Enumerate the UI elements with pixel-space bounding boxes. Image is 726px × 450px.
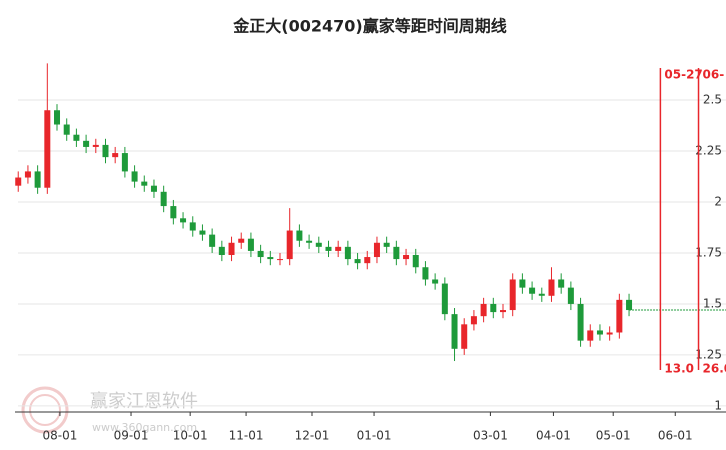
x-tick-label: 09-01 — [114, 429, 149, 443]
candle-body — [616, 299, 623, 333]
y-tick-label: 2 — [714, 194, 722, 208]
candle-body — [490, 303, 497, 313]
y-tick-label: 2.5 — [703, 93, 722, 107]
candle-body — [277, 259, 284, 261]
x-tick-label: 04-01 — [536, 429, 571, 443]
x-tick-label: 06-01 — [658, 429, 693, 443]
candle-body — [626, 299, 633, 311]
x-tick-label: 12-01 — [295, 429, 330, 443]
y-tick-label: 1.75 — [695, 245, 722, 259]
candle-body — [558, 279, 565, 288]
y-tick-label: 1.25 — [695, 347, 722, 361]
candle-body — [199, 230, 206, 235]
candle-body — [500, 310, 507, 313]
candle-body — [121, 153, 128, 172]
candle-body — [315, 242, 322, 247]
candle-body — [15, 177, 22, 186]
candle-body — [306, 240, 313, 243]
candle-body — [267, 257, 274, 260]
candle-body — [54, 110, 61, 125]
x-tick-label: 11-01 — [229, 429, 264, 443]
candle-body — [238, 238, 245, 243]
candle-body — [247, 238, 254, 251]
x-tick-label: 05-01 — [596, 429, 631, 443]
candle-body — [451, 314, 458, 349]
x-tick-label: 03-01 — [473, 429, 508, 443]
chart-title: 金正大(002470)赢家等距时间周期线 — [232, 17, 506, 36]
candle-body — [364, 257, 371, 264]
candle-body — [344, 246, 351, 260]
candle-body — [412, 255, 419, 268]
candle-body — [548, 279, 555, 296]
candle-body — [529, 287, 536, 294]
candle-body — [34, 171, 41, 188]
cycle-date-label: 06- — [703, 68, 725, 82]
candle-body — [92, 144, 99, 147]
candle-body — [519, 279, 526, 288]
candle-body — [538, 293, 545, 296]
candle-body — [422, 267, 429, 280]
cycle-count-label: 26.0 — [703, 362, 726, 376]
candle-body — [296, 230, 303, 241]
candle-body — [150, 185, 157, 192]
watermark-name: 赢家江恩软件 — [90, 390, 198, 412]
candle-body — [189, 222, 196, 231]
candle-body — [354, 259, 361, 264]
candle-body — [567, 287, 574, 304]
x-tick-label: 01-01 — [357, 429, 392, 443]
candle-body — [83, 140, 90, 147]
candle-body — [209, 234, 216, 247]
x-tick-label: 08-01 — [42, 429, 77, 443]
candle-body — [218, 246, 225, 256]
candle-body — [112, 153, 119, 158]
candle-body — [160, 191, 167, 207]
candle-body — [403, 255, 410, 260]
cycle-date-label: 05-27 — [664, 68, 702, 82]
candle-body — [63, 124, 70, 135]
cycle-count-label: 13.0 — [664, 362, 694, 376]
y-tick-label: 1.5 — [703, 296, 722, 310]
x-tick-label: 10-01 — [173, 429, 208, 443]
candle-body — [102, 144, 109, 158]
candle-body — [373, 242, 380, 258]
candle-body — [461, 324, 468, 349]
y-tick-label: 2.25 — [695, 144, 722, 158]
candle-body — [141, 181, 148, 186]
candle-body — [470, 316, 477, 325]
candle-body — [393, 246, 400, 260]
candle-body — [606, 332, 613, 335]
candle-body — [596, 330, 603, 335]
y-tick-label: 1 — [714, 398, 722, 412]
candle-body — [325, 246, 332, 251]
candle-body — [441, 283, 448, 315]
candle-body — [383, 242, 390, 247]
candle-body — [24, 171, 31, 178]
candle-body — [577, 303, 584, 341]
candle-body — [73, 134, 80, 141]
candle-body — [257, 250, 264, 258]
candle-body — [44, 110, 51, 188]
candle-body — [480, 303, 487, 317]
candle-body — [180, 218, 187, 223]
candle-body — [509, 279, 516, 311]
candle-body — [587, 330, 594, 341]
candle-body — [131, 171, 138, 182]
candle-body — [432, 279, 439, 284]
candle-body — [286, 230, 293, 260]
watermark-logo — [21, 386, 69, 434]
candle-body — [170, 206, 177, 219]
candle-body — [335, 246, 342, 251]
watermark-url: www.360gann.com — [92, 421, 197, 434]
candle-body — [228, 242, 235, 256]
